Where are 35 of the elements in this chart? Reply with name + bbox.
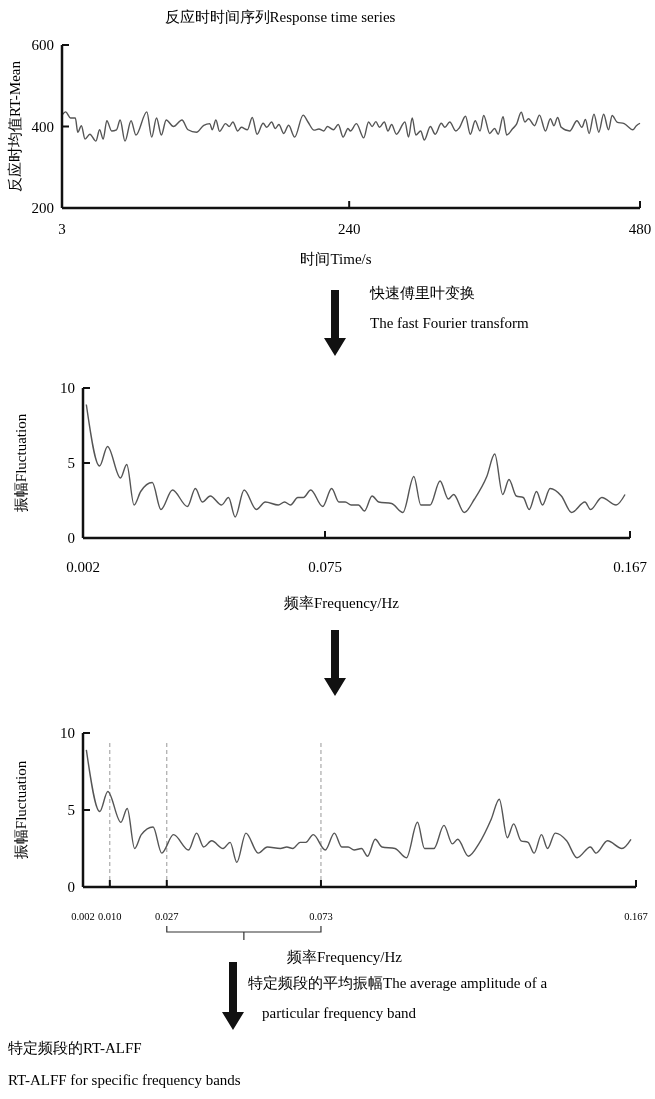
text: 快速傅里叶变换	[369, 285, 475, 301]
y-axis-title: 振幅Fluctuation	[13, 760, 29, 860]
text: 特定频段的RT-ALFF	[8, 1040, 142, 1056]
y-tick-label: 200	[31, 200, 54, 217]
y-tick-label: 10	[60, 725, 75, 742]
x-tick-label: 0.002	[71, 911, 95, 922]
line-series	[85, 749, 632, 864]
text: RT-ALFF for specific frequency bands	[8, 1072, 241, 1088]
y-axis-title: 反应时均值RT-Mean	[7, 60, 23, 193]
x-tick-label: 480	[628, 221, 652, 237]
y-tick-label: 0	[67, 530, 75, 547]
chart-title: 反应时时间序列Response time series	[164, 9, 396, 25]
y-tick-label: 5	[67, 802, 75, 819]
line-series	[85, 403, 626, 518]
x-tick-label: 0.075	[308, 559, 342, 575]
x-tick-label: 0.167	[613, 559, 648, 575]
text: The fast Fourier transform	[370, 315, 530, 331]
x-tick-label: 0.010	[98, 911, 122, 922]
y-tick-label: 0	[67, 879, 75, 896]
x-tick-label: 0.073	[309, 911, 333, 922]
text: 特定频段的平均振幅The average amplitude of a particular frequency band	[248, 975, 548, 1021]
y-tick-label: 400	[31, 118, 54, 135]
x-tick-label: 3	[58, 221, 66, 237]
line-series	[61, 111, 641, 142]
x-tick-label: 0.002	[66, 559, 100, 575]
x-tick-label: 240	[337, 221, 361, 237]
x-axis-title: 时间Time/s	[300, 251, 372, 267]
x-tick-label: 0.167	[624, 911, 648, 922]
y-tick-label: 600	[31, 37, 54, 54]
y-tick-label: 5	[67, 455, 75, 472]
y-tick-label: 10	[60, 380, 75, 397]
x-axis-title: 频率Frequency/Hz	[284, 595, 400, 611]
x-tick-label: 0.027	[154, 911, 179, 922]
y-axis-title: 振幅Fluctuation	[13, 413, 29, 513]
x-axis-title: 频率Frequency/Hz	[287, 949, 403, 965]
